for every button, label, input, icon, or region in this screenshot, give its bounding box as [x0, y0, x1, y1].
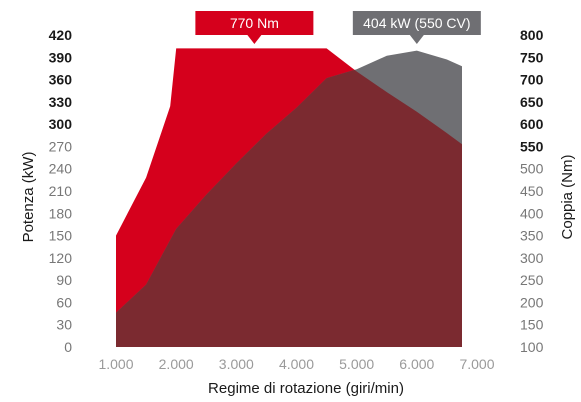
torque-callout-pointer: [247, 35, 262, 44]
x-tick-label: 3.000: [219, 356, 254, 372]
y-right-tick-label: 300: [520, 250, 544, 266]
y-left-tick-label: 360: [49, 72, 73, 88]
left-axis-title: Potenza (kW): [20, 152, 37, 243]
y-right-tick-label: 800: [520, 27, 544, 43]
y-left-tick-label: 180: [49, 205, 73, 221]
y-left-tick-label: 300: [49, 116, 73, 132]
y-left-tick-label: 0: [64, 339, 72, 355]
right-axis-ticks: 100 150 200 250 300 350 400 450 500 550 600 650 700 7…: [520, 27, 544, 355]
y-left-tick-label: 270: [49, 138, 73, 154]
y-left-tick-label: 120: [49, 250, 73, 266]
y-right-tick-label: 700: [520, 72, 544, 88]
left-axis-ticks: 0 30 60 90 120 150 180 210 240 270 300 330 360 390 420: [49, 27, 73, 355]
x-tick-label: 6.000: [399, 356, 434, 372]
y-right-tick-label: 550: [520, 138, 544, 154]
y-left-tick-label: 150: [49, 228, 73, 244]
power-callout-box: [352, 11, 481, 35]
y-right-tick-label: 450: [520, 183, 544, 199]
x-tick-label: 7.000: [459, 356, 494, 372]
y-right-tick-label: 750: [520, 49, 544, 65]
x-axis-title: Regime di rotazione (giri/min): [208, 380, 404, 397]
torque-callout-label: 770 Nm: [230, 15, 279, 31]
y-right-tick-label: 400: [520, 205, 544, 221]
torque-callout-box: [195, 11, 314, 35]
y-right-tick-label: 250: [520, 272, 544, 288]
x-tick-label: 2.000: [159, 356, 194, 372]
y-left-tick-label: 60: [56, 294, 72, 310]
y-right-tick-label: 650: [520, 94, 544, 110]
torque-max-callout: 770 Nm: [195, 11, 314, 44]
x-axis-ticks: 1.000 2.000 3.000 4.000 5.000 6.000 7.000: [98, 356, 494, 372]
y-right-tick-label: 350: [520, 228, 544, 244]
power-callout-label: 404 kW (550 CV): [363, 15, 470, 31]
y-left-tick-label: 330: [49, 94, 73, 110]
x-tick-label: 5.000: [339, 356, 374, 372]
y-left-tick-label: 420: [49, 27, 73, 43]
power-max-callout: 404 kW (550 CV): [352, 11, 481, 44]
y-left-tick-label: 90: [56, 272, 72, 288]
y-right-tick-label: 600: [520, 116, 544, 132]
y-right-tick-label: 100: [520, 339, 544, 355]
y-left-tick-label: 210: [49, 183, 73, 199]
y-right-tick-label: 500: [520, 161, 544, 177]
y-right-tick-label: 150: [520, 317, 544, 333]
x-tick-label: 1.000: [98, 356, 133, 372]
y-left-tick-label: 30: [56, 317, 72, 333]
y-left-tick-label: 390: [49, 49, 73, 65]
y-right-tick-label: 200: [520, 294, 544, 310]
y-left-tick-label: 240: [49, 161, 73, 177]
overlap-area: [116, 50, 462, 347]
x-tick-label: 4.000: [279, 356, 314, 372]
power-callout-pointer: [409, 35, 424, 44]
right-axis-title: Coppia (Nm): [559, 154, 576, 239]
chart-areas: [116, 48, 462, 348]
